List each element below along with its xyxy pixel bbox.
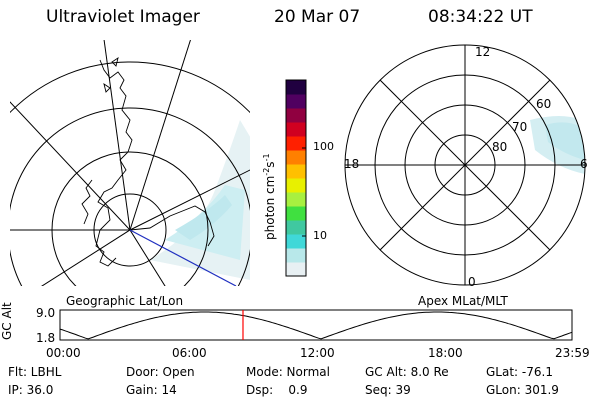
left-panel-caption: Geographic Lat/Lon — [66, 294, 184, 308]
date-label: 20 Mar 07 — [274, 7, 361, 27]
mlt-label-12: 12 — [475, 45, 491, 59]
info-glat: GLat: -76.1 — [486, 365, 553, 379]
colorbar — [285, 79, 307, 277]
info-seq: Seq: 39 — [365, 383, 411, 397]
colorbar-unit-label: photon cm-2s-1 — [262, 153, 277, 240]
colorbar-segment — [286, 206, 306, 221]
info-mode: Mode: Normal — [246, 365, 330, 379]
colorbar-segment — [286, 94, 306, 109]
instrument-title: Ultraviolet Imager — [46, 7, 200, 27]
info-gc-alt: GC Alt: 8.0 Re — [365, 365, 449, 379]
info-gain: Gain: 14 — [126, 383, 177, 397]
right-panel-caption: Apex MLat/MLT — [418, 294, 508, 308]
altitude-xtick: 00:00 — [46, 346, 81, 360]
info-dsp: Dsp: 0.9 — [246, 383, 308, 397]
colorbar-tick-10: 10 — [313, 229, 327, 242]
time-label: 08:34:22 UT — [428, 7, 533, 27]
colorbar-segment — [286, 80, 306, 95]
altitude-xtick: 06:00 — [172, 346, 207, 360]
altitude-plot — [59, 309, 573, 341]
altitude-ylabel: GC Alt — [0, 302, 14, 340]
colorbar-segment — [286, 150, 306, 165]
info-ip: IP: 36.0 — [8, 383, 54, 397]
altitude-xtick: 23:59 — [555, 346, 590, 360]
colorbar-segment — [286, 220, 306, 235]
altitude-xtick: 12:00 — [300, 346, 335, 360]
colorbar-segment — [286, 122, 306, 137]
altitude-ytick-max: 9.0 — [36, 306, 56, 320]
mlat-label-70: 70 — [512, 120, 528, 134]
colorbar-segment — [286, 192, 306, 207]
mlt-label-18: 18 — [344, 157, 360, 171]
colorbar-segment — [286, 108, 306, 123]
mlat-label-80: 80 — [492, 140, 508, 154]
mlt-label-0: 0 — [468, 275, 476, 289]
altitude-ytick-min: 1.8 — [36, 331, 56, 345]
polar-plot — [344, 44, 586, 286]
mlat-label-60: 60 — [536, 97, 552, 111]
colorbar-tick-100: 100 — [313, 140, 334, 153]
altitude-xtick: 18:00 — [428, 346, 463, 360]
colorbar-segment — [286, 136, 306, 151]
info-flt: Flt: LBHL — [8, 365, 62, 379]
geographic-map — [10, 40, 250, 286]
colorbar-segment — [286, 234, 306, 249]
info-glon: GLon: 301.9 — [486, 383, 559, 397]
colorbar-segment — [286, 248, 306, 263]
colorbar-segment — [286, 178, 306, 193]
colorbar-segment — [286, 164, 306, 179]
colorbar-segment — [286, 262, 306, 277]
info-door: Door: Open — [126, 365, 195, 379]
mlt-label-6: 6 — [580, 157, 588, 171]
